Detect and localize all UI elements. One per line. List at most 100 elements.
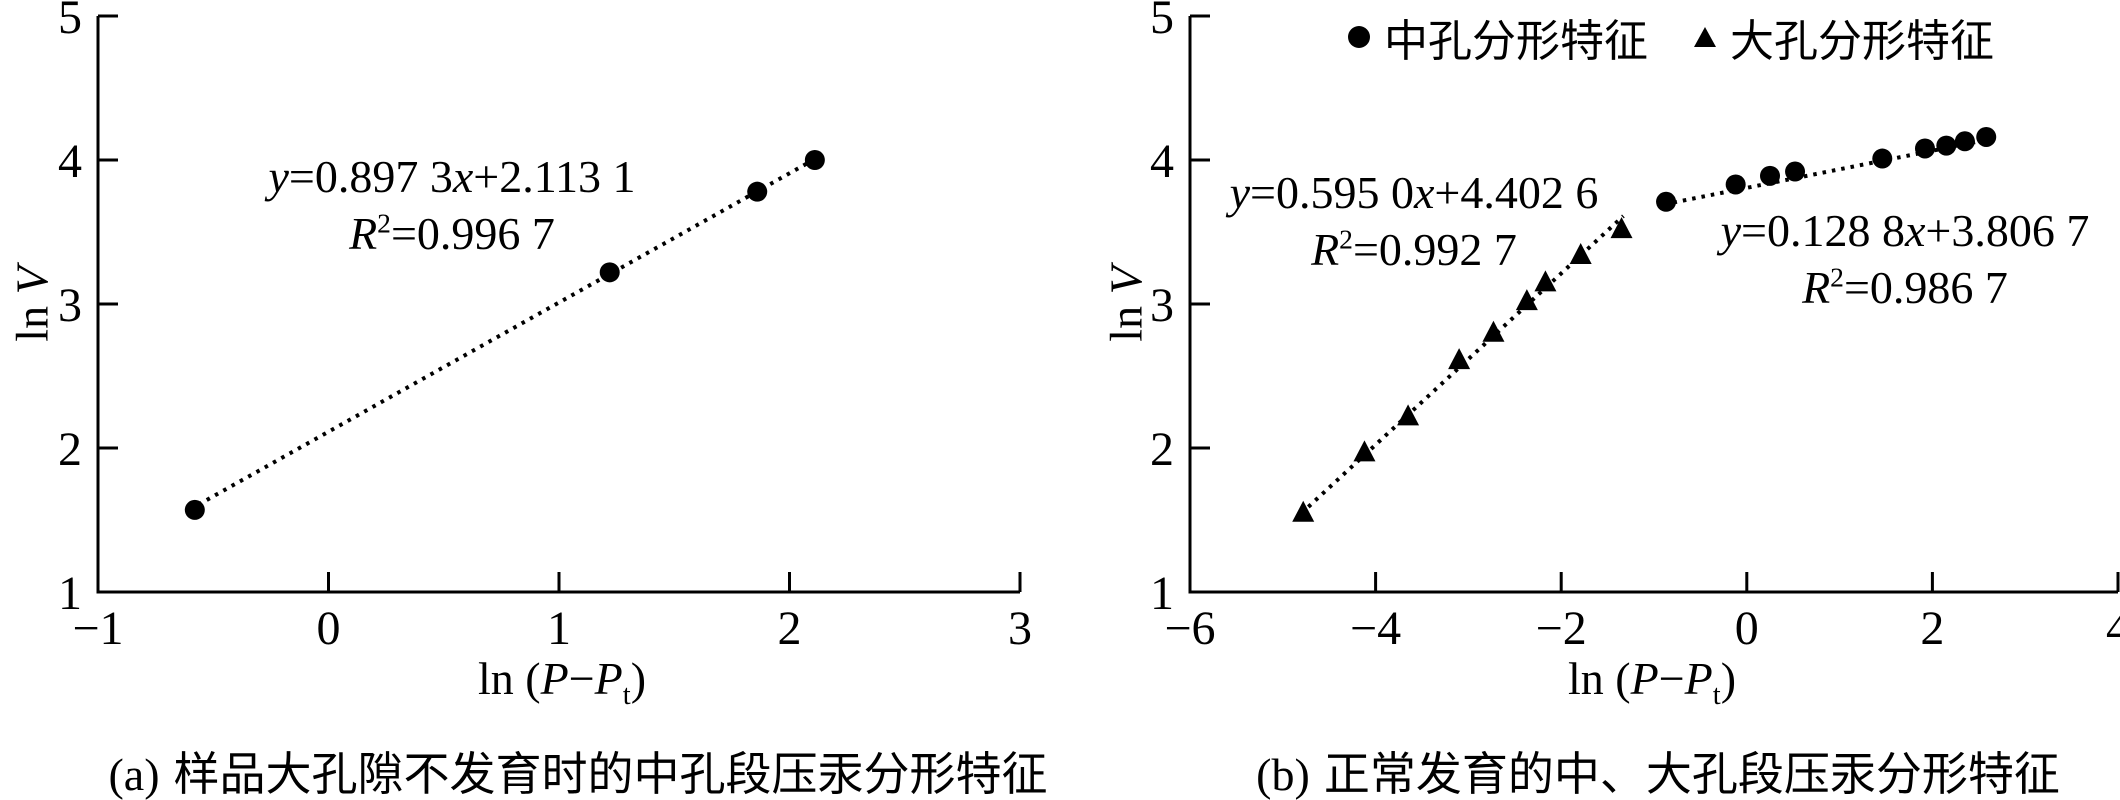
data-point-triangle <box>1397 404 1420 426</box>
plot-a-chart: −1 0 1 2 3 1 2 3 4 5 <box>58 0 1032 655</box>
plot-b-macropore-fit-annotation: y=0.595 0x+4.402 6 R2=0.992 7 <box>1230 164 1599 278</box>
equation-intercept: +4.402 6 <box>1434 167 1599 218</box>
equation-y: y <box>1229 167 1251 218</box>
y-tick-label: 3 <box>1150 279 1174 332</box>
legend-label: 大孔分形特征 <box>1730 17 1994 66</box>
equation-intercept: +2.113 1 <box>473 151 636 202</box>
x-axis-title-p: P <box>1630 653 1659 704</box>
fit-equation: y=0.128 8x+3.806 7 <box>1721 202 2090 259</box>
data-point-circle <box>1760 165 1780 186</box>
data-point-circle <box>1936 135 1957 156</box>
r-value: =0.986 7 <box>1843 262 2008 313</box>
data-point-triangle <box>1482 320 1505 342</box>
y-axis-title-variable: V <box>6 266 58 295</box>
fit-r-squared: R2=0.986 7 <box>1721 259 2090 316</box>
legend-item-macropore: 大孔分形特征 <box>1694 5 1994 69</box>
data-point-triangle <box>1353 440 1376 462</box>
r-value: =0.996 7 <box>390 208 555 259</box>
plot-b-y-axis-title: ln V <box>1100 266 1153 341</box>
plot-a-fit-annotation: y=0.897 3x+2.113 1 R2=0.996 7 <box>268 148 635 262</box>
equation-intercept: +3.806 7 <box>1925 205 2090 256</box>
x-tick-label: 1 <box>547 602 571 655</box>
x-axis-title-minus: − <box>1658 653 1685 704</box>
data-point-circle <box>1914 138 1935 159</box>
r-exponent: 2 <box>1830 261 1844 293</box>
caption-tag: (a) <box>108 749 160 800</box>
y-axis-title-prefix: ln <box>1100 294 1152 342</box>
caption-tag: (b) <box>1256 749 1310 800</box>
data-point-circle <box>1872 148 1893 169</box>
r-symbol: R <box>1311 224 1340 275</box>
x-tick-label: 0 <box>1735 602 1759 655</box>
y-tick-label: 2 <box>58 423 82 476</box>
data-point-triangle <box>1534 270 1557 292</box>
data-point-triangle <box>1515 289 1538 311</box>
plot-b-chart: −6 −4 −2 0 2 4 1 2 3 4 5 <box>1150 0 2120 655</box>
fit-r-squared: R2=0.992 7 <box>1230 221 1599 278</box>
x-axis-title-subscript: t <box>622 680 631 712</box>
data-point-circle <box>184 499 205 520</box>
fit-equation: y=0.595 0x+4.402 6 <box>1230 164 1599 221</box>
y-tick-label: 4 <box>1150 135 1174 188</box>
equation-x: x <box>1905 205 1926 256</box>
fit-equation: y=0.897 3x+2.113 1 <box>268 148 635 205</box>
x-axis-title-prefix: ln ( <box>477 653 541 704</box>
data-point-triangle <box>1292 500 1315 522</box>
y-axis-title-prefix: ln <box>6 294 58 342</box>
data-point-circle <box>1656 191 1677 212</box>
y-tick-label: 1 <box>58 567 82 620</box>
caption-text: 正常发育的中、大孔段压汞分形特征 <box>1323 749 2060 800</box>
data-point-circle <box>599 262 620 283</box>
equation-y: y <box>1720 205 1742 256</box>
fit-r-squared: R2=0.996 7 <box>268 205 635 262</box>
triangle-marker-icon <box>1694 27 1716 47</box>
x-tick-label: 2 <box>778 602 802 655</box>
data-point-circle <box>1976 126 1997 147</box>
data-point-circle <box>747 181 768 202</box>
axis-frame <box>96 16 1020 594</box>
trendline-circle <box>189 153 823 511</box>
circle-marker-icon <box>1348 26 1370 48</box>
x-axis-title-close: ) <box>1720 653 1737 704</box>
x-axis-title-prefix: ln ( <box>1567 653 1631 704</box>
x-tick-label: −1 <box>72 602 123 655</box>
x-tick-label: −4 <box>1350 602 1401 655</box>
x-axis-title-p: P <box>1684 653 1713 704</box>
equation-slope: =0.595 0 <box>1250 167 1414 218</box>
y-tick-label: 5 <box>1150 0 1174 44</box>
equation-slope: =0.897 3 <box>288 151 453 202</box>
x-tick-label: 2 <box>1920 602 1944 655</box>
y-tick-label: 3 <box>58 279 82 332</box>
r-symbol: R <box>349 208 378 259</box>
r-exponent: 2 <box>377 207 391 239</box>
legend: 中孔分形特征 大孔分形特征 <box>1348 10 1994 66</box>
x-axis-title-subscript: t <box>1712 680 1721 712</box>
equation-x: x <box>1414 167 1435 218</box>
plot-a-y-axis-title: ln V <box>6 266 59 341</box>
equation-slope: =0.128 8 <box>1741 205 1905 256</box>
data-point-circle <box>1725 174 1746 195</box>
equation-y: y <box>268 151 289 202</box>
data-point-triangle <box>1448 348 1471 370</box>
data-point-triangle <box>1569 243 1592 265</box>
x-tick-label: 3 <box>1008 602 1032 655</box>
x-axis-title-minus: − <box>568 653 595 704</box>
legend-item-mesopore: 中孔分形特征 <box>1348 5 1648 69</box>
equation-x: x <box>452 151 474 202</box>
y-axis-title-variable: V <box>1100 266 1152 295</box>
plot-a-x-axis-title: ln (P−Pt) <box>477 652 647 710</box>
plot-b-x-axis-title: ln (P−Pt) <box>1567 652 1737 710</box>
plot-a-caption: (a) 样品大孔隙不发育时的中孔段压汞分形特征 <box>108 738 1047 800</box>
y-tick-label: 1 <box>1150 567 1174 620</box>
x-tick-label: −2 <box>1536 602 1587 655</box>
data-point-triangle <box>1610 217 1633 239</box>
data-point-circle <box>804 150 825 170</box>
r-value: =0.992 7 <box>1352 224 1517 275</box>
r-symbol: R <box>1802 262 1831 313</box>
y-tick-label: 4 <box>58 135 82 188</box>
x-axis-title-p: P <box>594 653 623 704</box>
legend-label: 中孔分形特征 <box>1384 17 1648 66</box>
caption-text: 样品大孔隙不发育时的中孔段压汞分形特征 <box>173 749 1048 800</box>
x-axis-title-close: ) <box>630 653 647 704</box>
